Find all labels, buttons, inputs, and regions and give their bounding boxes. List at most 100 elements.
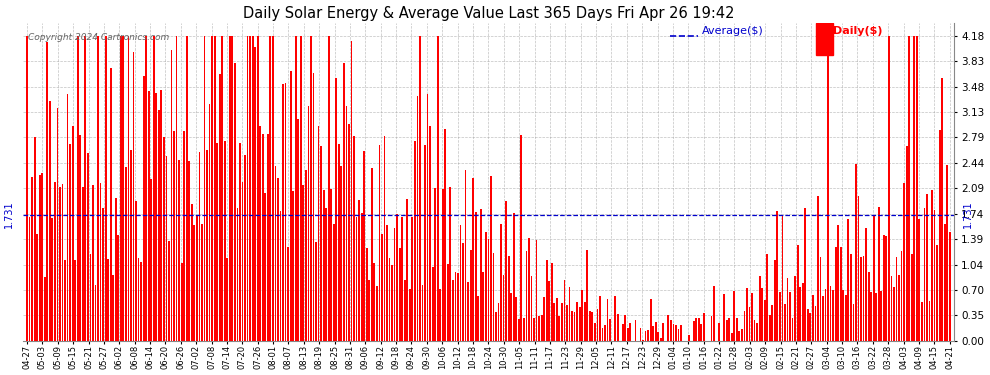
Bar <box>534 318 535 341</box>
Bar <box>399 248 401 341</box>
Bar <box>766 254 768 341</box>
Bar <box>26 36 28 341</box>
Bar <box>523 318 525 341</box>
Bar <box>769 315 770 341</box>
Bar <box>454 272 456 341</box>
Bar <box>741 328 742 341</box>
Bar <box>847 219 849 341</box>
Bar <box>141 262 142 341</box>
Bar <box>736 318 738 341</box>
Bar <box>92 184 94 341</box>
Bar <box>464 170 466 341</box>
Bar <box>71 126 73 341</box>
Bar <box>643 340 644 341</box>
Bar <box>840 247 842 341</box>
Bar <box>657 332 659 341</box>
Bar <box>336 78 338 341</box>
Bar <box>743 311 745 341</box>
Bar <box>422 285 424 341</box>
Bar <box>279 210 281 341</box>
Bar <box>457 273 458 341</box>
Bar <box>513 213 515 341</box>
Bar <box>183 130 185 341</box>
Bar <box>224 141 226 341</box>
Bar <box>49 101 50 341</box>
Bar <box>424 145 426 341</box>
Bar <box>449 187 451 341</box>
Bar <box>817 196 819 341</box>
Bar <box>701 324 702 341</box>
Bar <box>435 188 436 341</box>
Bar <box>943 224 945 341</box>
Bar <box>677 329 679 341</box>
Bar <box>310 36 312 341</box>
Bar <box>445 129 446 341</box>
Bar <box>381 234 383 341</box>
Bar <box>654 322 656 341</box>
Bar <box>193 225 195 341</box>
Bar <box>810 313 811 341</box>
Bar <box>143 76 145 341</box>
Bar <box>79 135 81 341</box>
Bar <box>711 316 713 341</box>
Bar <box>155 93 157 341</box>
Bar <box>835 247 837 341</box>
Bar <box>333 224 335 341</box>
Bar <box>178 160 180 341</box>
Bar <box>363 151 365 341</box>
Bar <box>82 187 84 341</box>
Bar <box>303 184 304 341</box>
Bar <box>731 333 733 341</box>
Bar <box>123 36 125 341</box>
Bar <box>100 183 101 341</box>
Bar <box>338 144 340 341</box>
Bar <box>396 214 398 341</box>
Bar <box>734 291 736 341</box>
Bar <box>883 235 885 341</box>
Bar <box>873 216 874 341</box>
Bar <box>885 236 887 341</box>
Bar <box>505 201 507 341</box>
Bar <box>54 182 55 341</box>
Text: 1.731: 1.731 <box>4 201 14 228</box>
Bar <box>44 277 46 341</box>
Bar <box>432 267 434 341</box>
Bar <box>274 166 276 341</box>
Bar <box>779 292 781 341</box>
Text: Average($): Average($) <box>702 26 764 36</box>
Bar <box>290 71 291 341</box>
Bar <box>807 309 809 341</box>
Bar <box>150 178 152 341</box>
Bar <box>120 36 122 341</box>
Bar <box>718 323 720 341</box>
Bar <box>617 314 619 341</box>
Bar <box>160 90 162 341</box>
Bar <box>670 320 672 341</box>
Bar <box>521 135 523 341</box>
Bar <box>667 315 669 341</box>
Bar <box>688 335 690 341</box>
Bar <box>493 252 494 341</box>
Bar <box>262 135 263 341</box>
Bar <box>553 303 555 341</box>
Bar <box>815 306 817 341</box>
Bar <box>95 285 96 341</box>
Bar <box>39 175 41 341</box>
Bar <box>277 178 279 341</box>
Bar <box>272 36 274 341</box>
Bar <box>630 324 632 341</box>
Bar <box>427 94 429 341</box>
Bar <box>214 36 216 341</box>
Bar <box>794 276 796 341</box>
Bar <box>739 331 741 341</box>
Bar <box>196 216 198 341</box>
Bar <box>350 41 352 341</box>
Bar <box>383 135 385 341</box>
Bar <box>563 280 565 341</box>
Bar <box>61 184 63 341</box>
Bar <box>430 126 431 341</box>
Bar <box>133 52 135 341</box>
Bar <box>201 224 203 341</box>
Bar <box>758 276 760 341</box>
Bar <box>181 263 182 341</box>
